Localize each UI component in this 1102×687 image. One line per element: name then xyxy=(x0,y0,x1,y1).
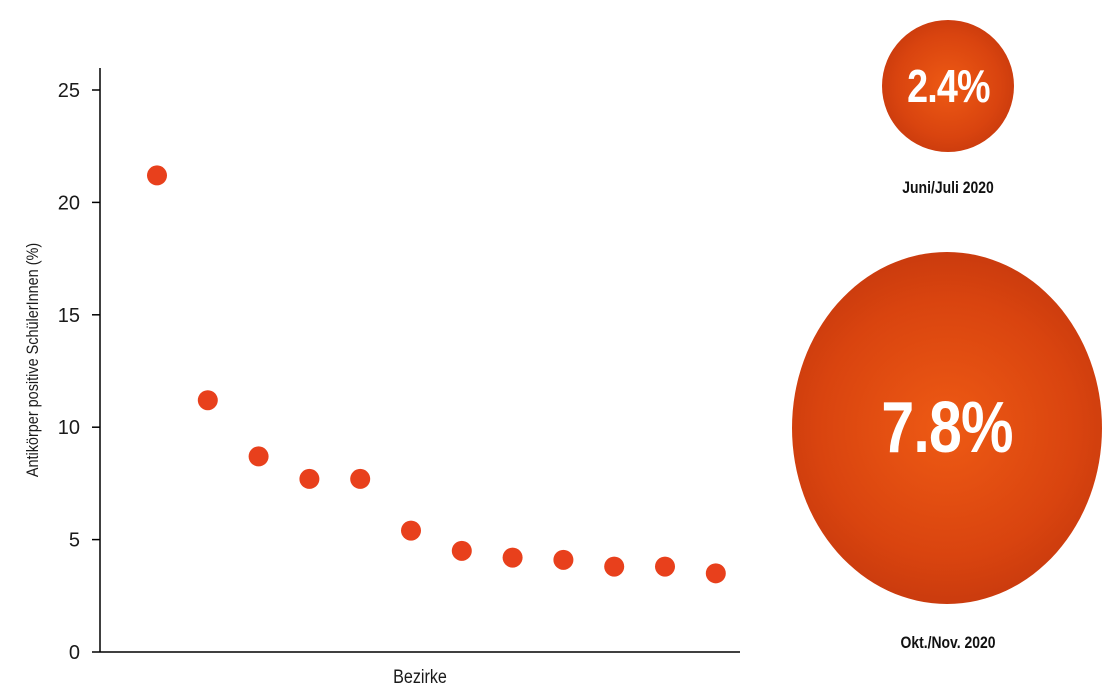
x-axis-label: Bezirke xyxy=(393,666,447,687)
data-point xyxy=(350,468,371,489)
y-axis-label: Antikörper positive SchülerInnen (%) xyxy=(24,243,42,477)
y-ticks: 0 5 10 15 20 25 xyxy=(58,80,100,664)
y-tick-label: 5 xyxy=(69,530,80,552)
data-point xyxy=(705,563,726,584)
bubble-circle: 2.4% xyxy=(882,20,1014,152)
data-point xyxy=(553,549,574,570)
scatter-chart: 0 5 10 15 20 25 Bezirke Antikörper positive S… xyxy=(24,68,740,687)
data-point xyxy=(248,446,269,467)
bubble-circle: 7.8% xyxy=(792,252,1102,604)
data-points xyxy=(147,165,726,584)
y-tick-label: 20 xyxy=(58,192,80,214)
bubble-okt-nov: 7.8% xyxy=(792,252,1102,604)
y-tick-label: 15 xyxy=(58,305,80,327)
data-point xyxy=(604,556,625,577)
data-point xyxy=(655,556,675,577)
data-point xyxy=(451,540,472,561)
bubble-value: 2.4% xyxy=(906,60,991,112)
data-point xyxy=(502,547,523,568)
data-point xyxy=(197,390,218,411)
bubble-label: Juni/Juli 2020 xyxy=(902,178,994,197)
data-point xyxy=(147,165,167,186)
data-point xyxy=(401,520,421,541)
axes xyxy=(99,68,740,653)
bubble-juni-juli: 2.4% xyxy=(882,20,1014,152)
y-tick-label: 0 xyxy=(69,642,80,664)
y-tick-label: 25 xyxy=(58,80,80,102)
bubble-label: Okt./Nov. 2020 xyxy=(900,633,996,652)
bubble-value: 7.8% xyxy=(881,388,1013,468)
y-tick-label: 10 xyxy=(58,417,80,439)
data-point xyxy=(299,468,320,489)
